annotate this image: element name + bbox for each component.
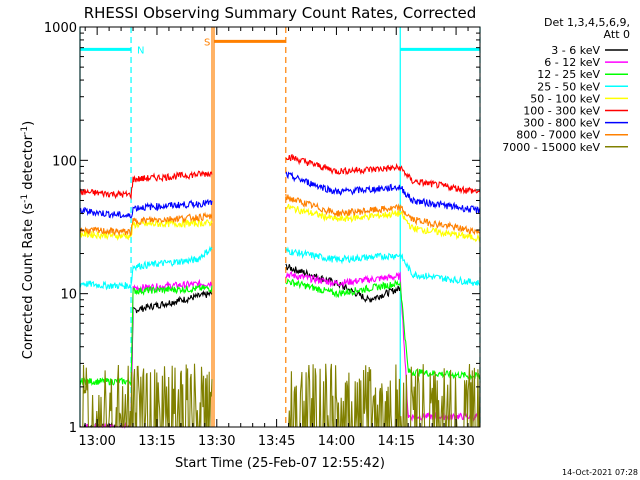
series-line-12-25-kev-seg2 — [285, 278, 481, 381]
y-tick-label: 1000 — [44, 21, 77, 36]
series-line-25-50-kev-seg2 — [285, 246, 481, 287]
legend-label: 300 - 800 keV — [523, 117, 600, 130]
series-line-800-7000-kev-seg2 — [285, 193, 481, 236]
x-tick-label: 13:00 — [78, 434, 115, 449]
legend-label: 12 - 25 keV — [537, 68, 600, 81]
series-line-12-25-kev-seg1 — [79, 283, 213, 387]
plot-area — [80, 27, 480, 427]
legend-header-line-1: Det 1,3,4,5,6,9, — [544, 16, 630, 29]
legend-label: 3 - 6 keV — [551, 44, 600, 57]
timestamp: 14-Oct-2021 07:28 — [562, 468, 638, 477]
legend-label: 800 - 7000 keV — [516, 129, 600, 142]
x-tick-label: 13:45 — [258, 434, 295, 449]
y-tick-label: 1 — [69, 421, 77, 436]
series-line-50-100-kev-seg2 — [285, 203, 481, 243]
series-line-6-12-kev-seg2 — [285, 271, 481, 422]
x-tick-label: 13:30 — [198, 434, 235, 449]
legend-label: 100 - 300 keV — [523, 105, 600, 118]
flag-bars: NS — [80, 37, 480, 56]
series-line-25-50-kev-seg1 — [79, 245, 213, 291]
x-tick-label: 13:15 — [138, 434, 175, 449]
y-axis-label: Corrected Count Rate (s-1 detector-1) — [20, 121, 36, 359]
series-line-3-6-kev-seg2 — [285, 263, 401, 303]
legend-label: 50 - 100 keV — [530, 92, 600, 105]
x-axis-label: Start Time (25-Feb-07 12:55:42) — [175, 456, 385, 471]
x-tick-label: 14:00 — [318, 434, 355, 449]
series-line-300-800-kev-seg1 — [79, 198, 213, 219]
axes: 1 10 100 1000 13:00 13:15 13:30 13:45 14:00 14:15… — [44, 21, 481, 449]
series-line-100-300-kev-seg2 — [285, 154, 481, 195]
series-line-100-300-kev-seg1 — [79, 170, 213, 201]
x-tick-label: 14:30 — [437, 434, 474, 449]
chart-title: RHESSI Observing Summary Count Rates, Co… — [84, 4, 477, 22]
legend-label: 7000 - 15000 keV — [502, 141, 600, 154]
series-line-300-800-kev-seg2 — [285, 171, 481, 214]
legend-label: 25 - 50 keV — [537, 80, 600, 93]
series-line-800-7000-kev-seg1 — [79, 211, 213, 237]
y-tick-label: 100 — [52, 154, 77, 169]
x-tick-label: 14:15 — [378, 434, 415, 449]
plot-background — [80, 27, 480, 427]
legend-header-line-2: Att 0 — [604, 28, 630, 41]
flag-label: N — [137, 45, 144, 56]
y-tick-label: 10 — [60, 288, 77, 303]
series-lines — [79, 154, 481, 429]
plot-frame — [79, 26, 481, 428]
flag-label: S — [204, 37, 210, 48]
legend-label: 6 - 12 keV — [544, 56, 600, 69]
